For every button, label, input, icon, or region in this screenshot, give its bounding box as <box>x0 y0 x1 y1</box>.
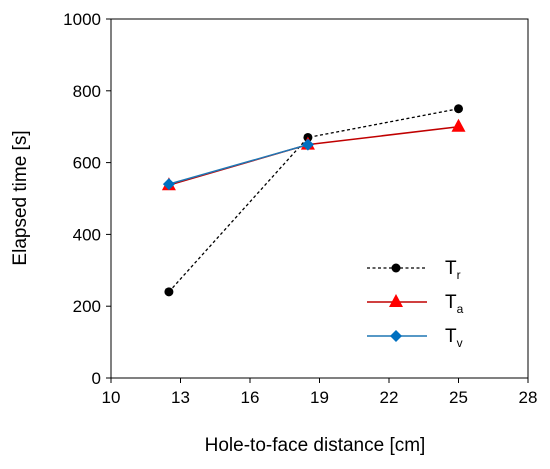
y-tick-label: 600 <box>73 154 101 173</box>
legend-marker-ta <box>389 294 403 307</box>
x-tick-label: 16 <box>241 388 260 407</box>
series-layer <box>161 104 466 297</box>
legend-label-ta: Ta <box>445 292 464 316</box>
series-point-r <box>164 287 174 297</box>
x-tick-label: 19 <box>310 388 329 407</box>
legend-marker-tr <box>391 263 401 273</box>
legend-item-ta: Ta <box>367 292 464 316</box>
legend-item-tv: Tv <box>367 326 463 350</box>
x-axis-ticks: 10 13 16 19 22 25 28 <box>102 378 538 407</box>
plot-area <box>110 18 529 379</box>
plot-frame <box>110 18 529 379</box>
series-point-a <box>451 118 466 132</box>
series-point-r <box>454 104 463 114</box>
series-line-v <box>168 143 309 185</box>
y-axis-title: Elapsed time [s] <box>10 130 31 265</box>
y-tick-label: 0 <box>92 369 101 388</box>
x-tick-label: 25 <box>449 388 468 407</box>
legend-item-tr: Tr <box>367 258 461 282</box>
series-point-v <box>301 138 314 151</box>
y-tick-label: 1000 <box>63 10 101 29</box>
x-tick-label: 10 <box>102 388 121 407</box>
legend-marker-tv <box>390 330 402 342</box>
y-tick-label: 400 <box>73 225 101 244</box>
legend-label-tr: Tr <box>445 258 461 282</box>
y-tick-label: 200 <box>73 297 101 316</box>
series-line-r <box>168 108 459 293</box>
x-tick-label: 22 <box>380 388 399 407</box>
legend-label-tv: Tv <box>445 326 463 350</box>
series-point-v <box>162 178 175 191</box>
legend: Tr Ta Tv <box>367 258 464 350</box>
x-tick-label: 13 <box>171 388 190 407</box>
series-line-a <box>168 125 459 186</box>
y-tick-label: 800 <box>73 82 101 101</box>
x-tick-label: 28 <box>519 388 538 407</box>
y-axis-ticks: 0 200 400 600 800 1000 <box>63 10 111 388</box>
x-axis-title: Hole-to-face distance [cm] <box>205 435 426 456</box>
